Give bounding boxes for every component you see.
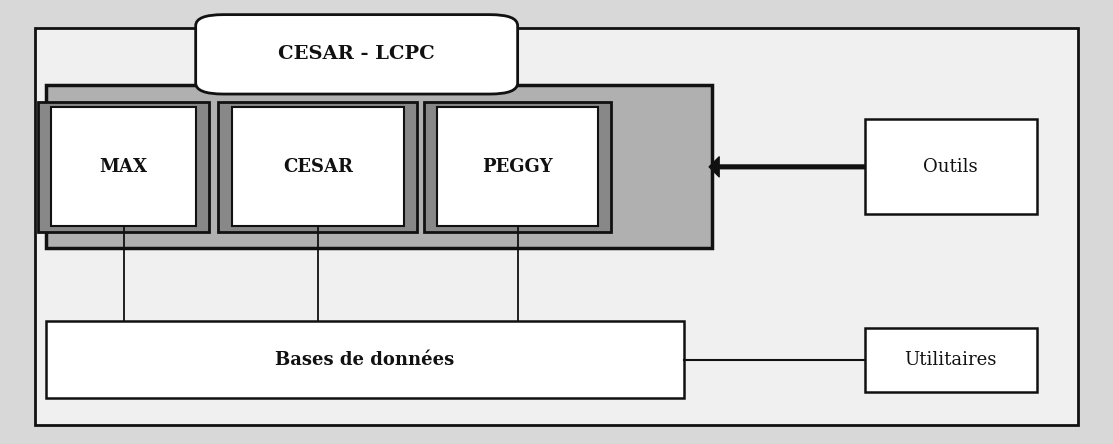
Text: PEGGY: PEGGY [482, 158, 553, 176]
Bar [232, 107, 404, 226]
Bar [865, 328, 1036, 392]
Text: Outils: Outils [924, 158, 978, 176]
Text: CESAR: CESAR [283, 158, 353, 176]
FancyBboxPatch shape [196, 15, 518, 94]
Text: CESAR - LCPC: CESAR - LCPC [278, 45, 435, 63]
Bar [46, 85, 712, 249]
Text: Bases de données: Bases de données [275, 351, 454, 369]
Text: MAX: MAX [99, 158, 148, 176]
Bar [218, 102, 417, 232]
Bar [51, 107, 196, 226]
Bar [437, 107, 598, 226]
Text: Utilitaires: Utilitaires [905, 351, 997, 369]
Bar [424, 102, 611, 232]
Bar [38, 102, 209, 232]
Bar [865, 119, 1036, 214]
Bar [46, 321, 684, 398]
